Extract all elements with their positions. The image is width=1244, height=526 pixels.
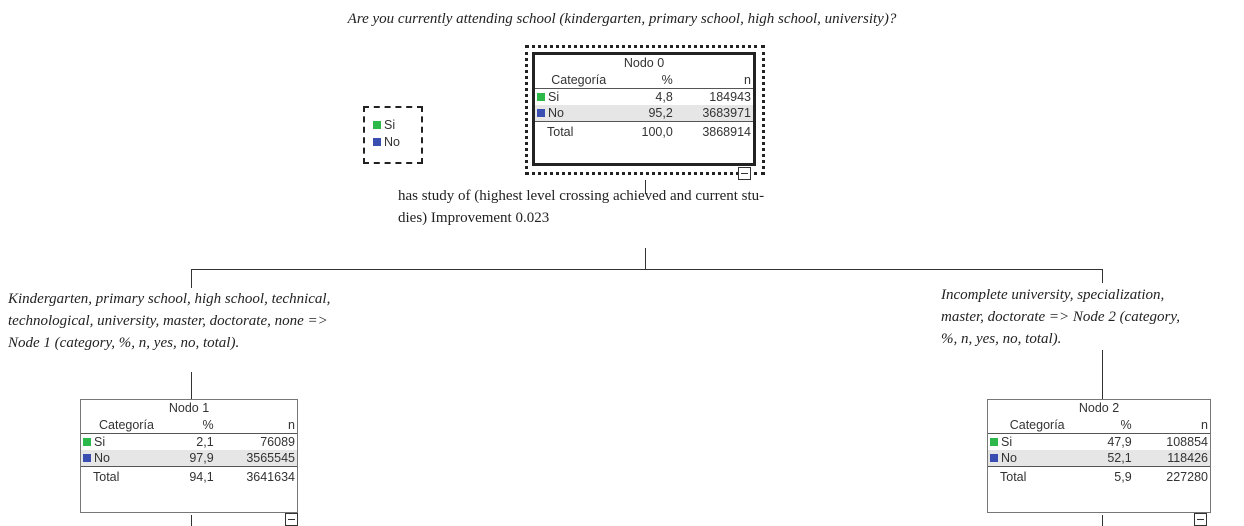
no-swatch-icon <box>83 454 91 462</box>
row-n: 76089 <box>260 435 295 449</box>
total-label: Total <box>535 121 623 142</box>
right-branch-caption: Incomplete university, specialization, m… <box>941 284 1241 350</box>
connector-right-bottom <box>1102 350 1103 399</box>
connector-right-top <box>1102 269 1103 283</box>
total-pct: 94,1 <box>171 466 216 487</box>
node-1[interactable]: Nodo 1 Categoría % n Si 2,1 76089 No 97,… <box>80 399 298 513</box>
question-caption: Are you currently attending school (kind… <box>347 11 897 27</box>
total-n: 3868914 <box>674 121 753 142</box>
row-label: Si <box>94 435 106 449</box>
node-0-row-total: Total 100,0 3868914 <box>535 121 753 142</box>
node-0-row-si: Si 4,8 184943 <box>535 89 753 106</box>
no-swatch-icon <box>537 109 545 117</box>
split-line-1: has study of (highest level crossing ach… <box>398 188 765 204</box>
node-0-table: Categoría % n Si 4,8 184943 No 95,2 3683… <box>535 72 753 142</box>
row-label: No <box>1001 451 1017 465</box>
connector-right-child-stub <box>1102 515 1103 526</box>
node-0[interactable]: Nodo 0 Categoría % n Si 4,8 184943 No 95… <box>532 52 756 166</box>
header-pct: % <box>1086 417 1134 434</box>
total-n: 227280 <box>1133 466 1210 487</box>
node-0-selection-outline[interactable] <box>525 45 765 175</box>
node-2-row-total: Total 5,9 227280 <box>988 466 1210 487</box>
row-pct: 47,9 <box>1107 435 1132 449</box>
node-2-title: Nodo 2 <box>1078 401 1120 415</box>
no-swatch-icon <box>373 138 381 146</box>
total-n: 3641634 <box>215 466 297 487</box>
header-n: n <box>674 72 753 89</box>
legend-item-si: Si <box>365 117 421 134</box>
row-label: Si <box>548 90 560 104</box>
no-swatch-icon <box>990 454 998 462</box>
left-branch-line-3: Node 1 (category, %, n, yes, no, total). <box>8 335 240 351</box>
connector-left-top <box>191 269 192 291</box>
legend: Si No <box>363 106 423 164</box>
row-pct: 95,2 <box>622 105 675 122</box>
connector-root-down <box>645 248 646 270</box>
node-0-row-no: No 95,2 3683971 <box>535 105 753 122</box>
left-branch-line-1: Kindergarten, primary school, high schoo… <box>8 291 331 307</box>
node-1-collapse-icon[interactable] <box>285 513 298 526</box>
node-1-row-si: Si 2,1 76089 <box>81 434 297 451</box>
row-pct: 52,1 <box>1086 450 1134 467</box>
row-n: 118426 <box>1133 450 1210 467</box>
header-category: Categoría <box>535 72 623 89</box>
node-2-row-no: No 52,1 118426 <box>988 450 1210 467</box>
header-category: Categoría <box>81 417 172 434</box>
row-label: No <box>94 451 110 465</box>
node-0-collapse-icon[interactable] <box>738 167 751 180</box>
node-2-row-si: Si 47,9 108854 <box>988 434 1210 451</box>
total-label: Total <box>81 466 172 487</box>
total-pct: 5,9 <box>1086 466 1134 487</box>
connector-left-child-stub <box>191 515 192 526</box>
si-swatch-icon <box>83 438 91 446</box>
row-label: No <box>548 106 564 120</box>
split-line-2: dies) Improvement 0.023 <box>398 210 550 226</box>
right-branch-line-2: master, doctorate => Node 2 (category, <box>941 309 1180 325</box>
row-n: 184943 <box>709 90 751 104</box>
left-branch-caption: Kindergarten, primary school, high schoo… <box>8 288 438 354</box>
legend-label-no: No <box>384 135 400 149</box>
legend-label-si: Si <box>384 118 396 132</box>
header-n: n <box>215 417 297 434</box>
node-0-title: Nodo 0 <box>623 56 665 70</box>
connector-horizontal <box>191 269 1102 270</box>
node-1-table: Categoría % n Si 2,1 76089 No 97,9 35655… <box>81 417 297 487</box>
node-2[interactable]: Nodo 2 Categoría % n Si 47,9 108854 No 5… <box>987 399 1211 513</box>
node-1-title: Nodo 1 <box>168 401 210 415</box>
header-category: Categoría <box>988 417 1087 434</box>
row-pct: 4,8 <box>655 90 673 104</box>
header-pct: % <box>171 417 216 434</box>
row-n: 3565545 <box>215 450 297 467</box>
connector-left-bottom <box>191 372 192 399</box>
node-1-row-total: Total 94,1 3641634 <box>81 466 297 487</box>
connector-root-stem <box>645 180 646 194</box>
row-pct: 97,9 <box>171 450 216 467</box>
row-pct: 2,1 <box>196 435 214 449</box>
row-n: 3683971 <box>674 105 753 122</box>
si-swatch-icon <box>990 438 998 446</box>
split-description: has study of (highest level crossing ach… <box>398 185 878 229</box>
header-n: n <box>1133 417 1210 434</box>
right-branch-line-3: %, n, yes, no, total). <box>941 331 1062 347</box>
si-swatch-icon <box>537 93 545 101</box>
right-branch-line-1: Incomplete university, specialization, <box>941 287 1165 303</box>
legend-item-no: No <box>365 134 421 151</box>
si-swatch-icon <box>373 121 381 129</box>
left-branch-line-2: technological, university, master, docto… <box>8 313 328 329</box>
node-2-collapse-icon[interactable] <box>1194 513 1207 526</box>
total-label: Total <box>988 466 1087 487</box>
header-pct: % <box>622 72 675 89</box>
node-2-table: Categoría % n Si 47,9 108854 No 52,1 118… <box>988 417 1210 487</box>
row-label: Si <box>1001 435 1013 449</box>
node-1-row-no: No 97,9 3565545 <box>81 450 297 467</box>
row-n: 108854 <box>1166 435 1208 449</box>
total-pct: 100,0 <box>622 121 675 142</box>
